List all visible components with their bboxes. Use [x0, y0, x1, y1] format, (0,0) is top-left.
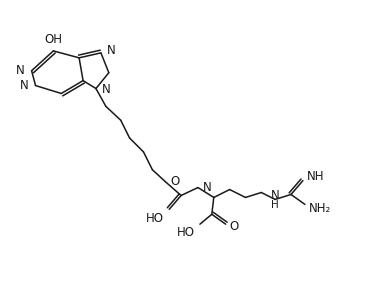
Text: O: O — [170, 175, 179, 188]
Text: HO: HO — [146, 212, 164, 225]
Text: NH₂: NH₂ — [309, 202, 331, 215]
Text: N: N — [271, 189, 280, 202]
Text: N: N — [16, 64, 25, 77]
Text: N: N — [203, 181, 212, 194]
Text: HO: HO — [177, 225, 195, 239]
Text: OH: OH — [45, 32, 62, 45]
Text: N: N — [20, 79, 29, 92]
Text: N: N — [107, 44, 116, 57]
Text: O: O — [230, 220, 239, 233]
Text: NH: NH — [307, 170, 324, 183]
Text: H: H — [271, 201, 279, 210]
Text: N: N — [102, 83, 111, 96]
